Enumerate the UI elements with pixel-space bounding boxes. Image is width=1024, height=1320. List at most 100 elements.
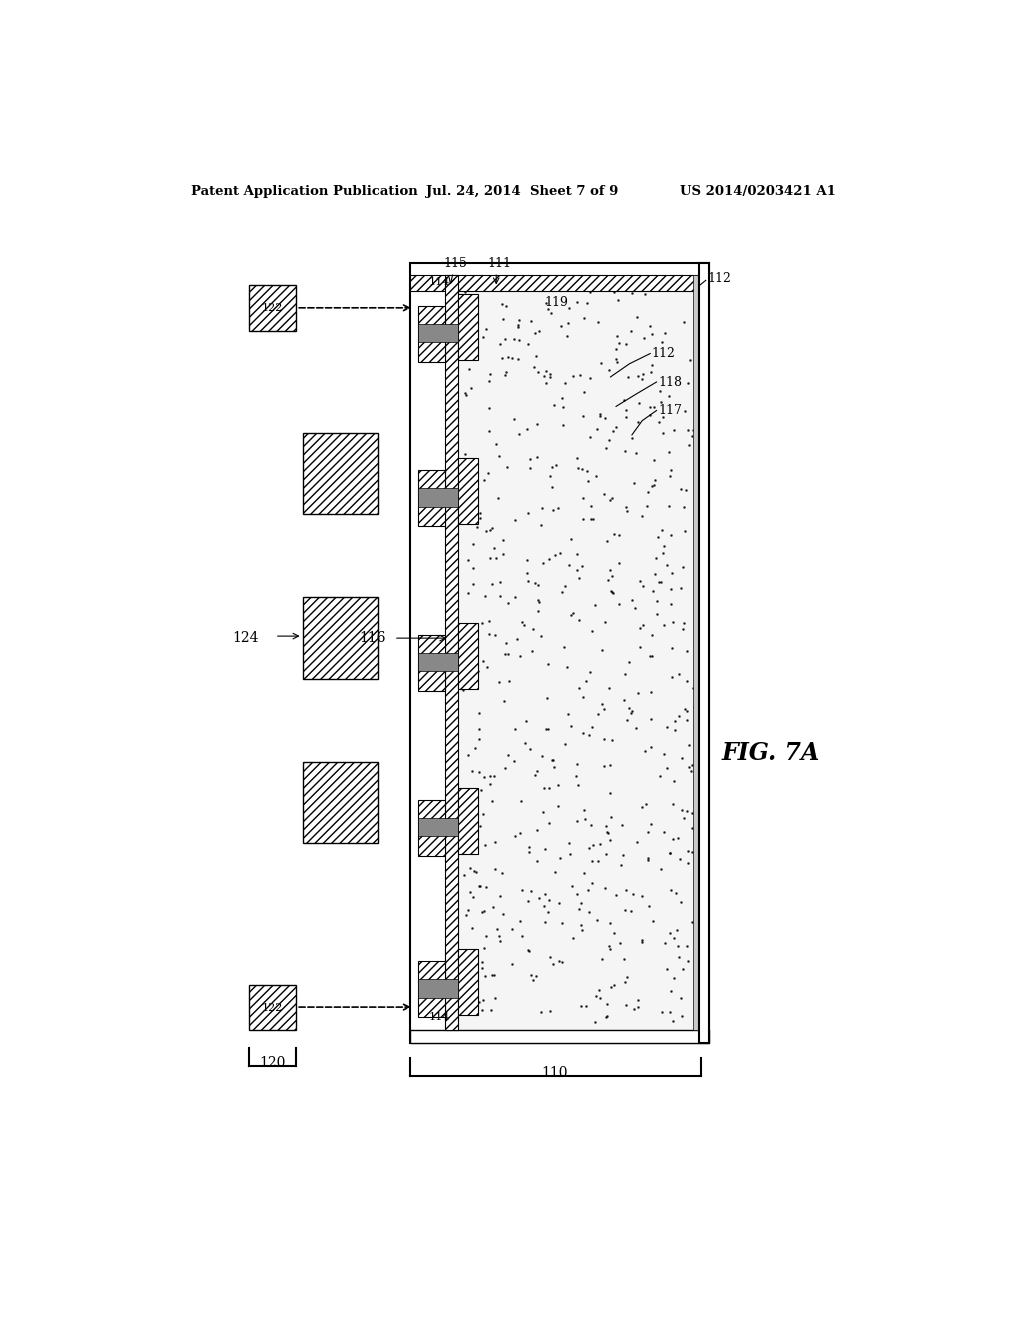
- Point: [663, 466, 679, 487]
- Point: [571, 899, 588, 920]
- Point: [541, 298, 557, 319]
- Point: [549, 796, 565, 817]
- Point: [569, 560, 586, 581]
- Point: [563, 715, 580, 737]
- Point: [679, 640, 695, 661]
- Point: [501, 347, 517, 368]
- Point: [665, 611, 681, 632]
- Bar: [445, 276, 458, 1031]
- Point: [652, 391, 669, 412]
- Bar: [418, 323, 458, 342]
- Point: [653, 572, 670, 593]
- Point: [599, 531, 615, 552]
- Point: [532, 626, 549, 647]
- Point: [578, 671, 594, 692]
- Point: [540, 902, 556, 923]
- Point: [667, 719, 683, 741]
- Point: [603, 807, 620, 828]
- Point: [598, 1007, 614, 1028]
- Point: [482, 999, 499, 1020]
- Point: [675, 958, 691, 979]
- Point: [655, 543, 672, 564]
- Point: [621, 652, 637, 673]
- Point: [477, 834, 494, 855]
- Point: [498, 296, 514, 317]
- Point: [479, 463, 496, 484]
- Point: [678, 479, 694, 500]
- Point: [610, 553, 627, 574]
- Point: [585, 620, 601, 642]
- Point: [629, 832, 645, 853]
- Point: [514, 925, 530, 946]
- Point: [528, 820, 545, 841]
- Point: [457, 444, 473, 465]
- Point: [558, 326, 574, 347]
- Point: [554, 952, 570, 973]
- Point: [654, 331, 671, 352]
- Point: [647, 564, 664, 585]
- Point: [568, 810, 585, 832]
- Point: [528, 414, 545, 436]
- Point: [632, 570, 648, 591]
- Text: 118: 118: [658, 375, 682, 388]
- Point: [498, 362, 514, 383]
- Point: [686, 696, 702, 717]
- Point: [646, 475, 663, 496]
- Bar: [418, 979, 458, 998]
- Point: [677, 520, 693, 541]
- Point: [626, 998, 642, 1019]
- Point: [489, 919, 506, 940]
- Point: [526, 322, 543, 343]
- Point: [585, 834, 601, 855]
- Point: [538, 838, 554, 859]
- Point: [593, 352, 609, 374]
- Point: [538, 293, 554, 314]
- Point: [600, 570, 616, 591]
- Bar: [458, 788, 478, 854]
- Point: [681, 734, 697, 755]
- Point: [480, 272, 497, 293]
- Bar: [249, 985, 296, 1031]
- Point: [528, 965, 545, 986]
- Point: [481, 397, 498, 418]
- Point: [460, 550, 476, 572]
- Point: [681, 434, 697, 455]
- Point: [582, 368, 598, 389]
- Point: [575, 800, 592, 821]
- Point: [472, 876, 488, 898]
- Point: [475, 900, 492, 921]
- Point: [594, 640, 610, 661]
- Point: [461, 618, 477, 639]
- Point: [543, 302, 559, 323]
- Point: [497, 643, 513, 664]
- Point: [592, 403, 608, 424]
- Bar: [693, 276, 699, 1031]
- Point: [616, 899, 633, 920]
- Point: [528, 446, 545, 467]
- Point: [592, 834, 608, 855]
- Point: [504, 919, 520, 940]
- Point: [680, 841, 696, 862]
- Point: [617, 995, 634, 1016]
- Point: [460, 900, 476, 921]
- Point: [492, 586, 508, 607]
- Point: [670, 935, 686, 956]
- Point: [624, 900, 640, 921]
- Point: [541, 549, 557, 570]
- Point: [672, 847, 688, 869]
- Point: [646, 450, 663, 471]
- Point: [569, 292, 586, 313]
- Point: [662, 842, 678, 863]
- Point: [484, 573, 501, 594]
- Point: [487, 987, 504, 1008]
- Point: [466, 339, 482, 360]
- Point: [623, 702, 639, 723]
- Point: [473, 957, 489, 978]
- Point: [486, 624, 503, 645]
- Point: [649, 590, 666, 611]
- Point: [571, 610, 588, 631]
- Point: [467, 657, 483, 678]
- Point: [641, 895, 657, 916]
- Point: [655, 821, 672, 842]
- Point: [517, 733, 534, 754]
